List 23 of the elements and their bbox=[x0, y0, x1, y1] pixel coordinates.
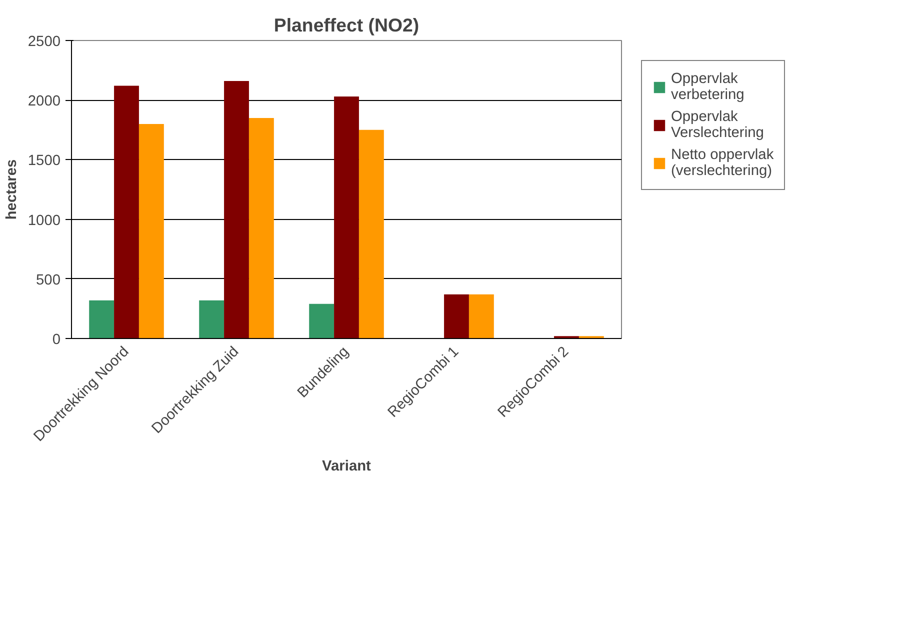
y-tick-label: 1500 bbox=[28, 153, 61, 170]
bar bbox=[199, 300, 224, 338]
bar bbox=[138, 124, 164, 338]
y-tick-label: 1000 bbox=[28, 212, 61, 229]
bar bbox=[444, 294, 469, 338]
bar bbox=[309, 304, 334, 338]
y-tick-label: 0 bbox=[52, 332, 61, 348]
y-tick-label: 2500 bbox=[28, 34, 61, 50]
chart-title: Planeffect (NO2) bbox=[274, 14, 420, 36]
bar bbox=[468, 294, 494, 338]
legend-label: Netto oppervlak (verslechtering) bbox=[671, 147, 774, 179]
y-axis-title: hectares bbox=[4, 159, 20, 220]
bar bbox=[334, 96, 359, 338]
legend-label: Oppervlak verbetering bbox=[671, 71, 744, 103]
y-tick-label: 2000 bbox=[28, 94, 61, 110]
bar bbox=[248, 118, 274, 338]
x-axis-title: Variant bbox=[322, 458, 372, 475]
legend-label: Oppervlak Verslechtering bbox=[671, 109, 764, 141]
bar bbox=[358, 130, 384, 338]
y-tick-label: 500 bbox=[36, 272, 61, 288]
bar bbox=[224, 81, 249, 338]
bar bbox=[114, 86, 139, 338]
bar bbox=[89, 300, 114, 338]
